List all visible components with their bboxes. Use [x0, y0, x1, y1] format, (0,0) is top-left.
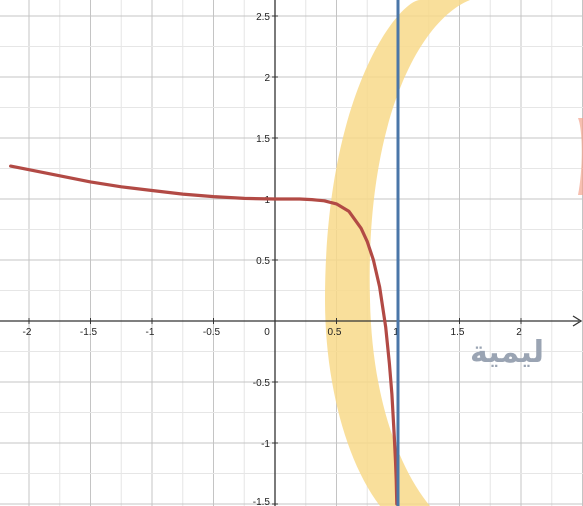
watermark-ring: [325, 0, 470, 506]
function-curve: [9, 164, 399, 506]
y-tick-label: -0.5: [253, 378, 271, 389]
x-tick-label: 2: [516, 327, 522, 338]
y-tick-label: -1.5: [253, 497, 271, 506]
x-tick-label: -1: [146, 327, 155, 338]
series: [9, 0, 400, 506]
watermark-accent: [578, 118, 583, 195]
watermark: ليمية: [325, 0, 583, 506]
x-tick-label: -2: [23, 327, 32, 338]
y-tick-label: 0.5: [256, 256, 270, 267]
watermark-text: ليمية: [470, 335, 544, 370]
y-tick-label: 2.5: [256, 12, 270, 23]
y-tick-label: 1: [264, 195, 270, 206]
x-tick-label: 1.5: [451, 327, 465, 338]
y-tick-label: -1: [261, 439, 270, 450]
y-tick-label: 1.5: [256, 134, 270, 145]
y-tick-label: 2: [264, 73, 270, 84]
x-tick-label: 0: [264, 327, 270, 338]
tick-labels: -2 -1.5 -1 -0.5 0 0.5 1 1.5 2 -1.5 -1 -0.5 0.5 1 1.5 2 2…: [23, 12, 523, 506]
x-tick-label: -0.5: [203, 327, 221, 338]
x-tick-label: 1: [393, 327, 399, 338]
x-tick-label: 0.5: [328, 327, 342, 338]
x-tick-label: -1.5: [80, 327, 98, 338]
x-axis-arrow: [572, 315, 583, 327]
